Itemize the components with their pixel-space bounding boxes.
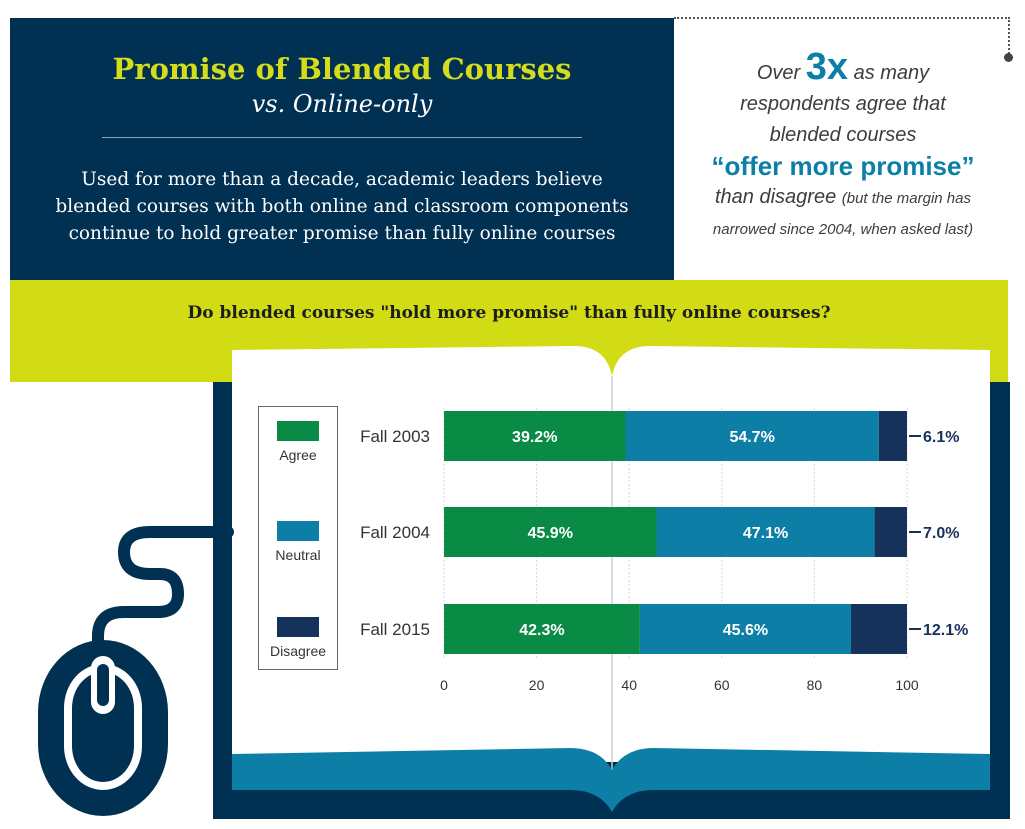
chart-legend: Agree Neutral Disagree [258, 406, 338, 670]
bar-neutral [656, 507, 875, 557]
header-panel [10, 18, 674, 280]
category-label: Fall 2003 [360, 427, 430, 446]
header-description: Used for more than a decade, academic le… [40, 166, 644, 247]
book-cover-bottom [232, 748, 990, 812]
callout-line-3: blended courses [769, 124, 917, 146]
x-tick-label: 20 [529, 677, 545, 693]
mouse-cord [92, 526, 234, 656]
data-label: 45.9% [528, 525, 573, 542]
callout-promise: “offer more promise” [711, 151, 975, 181]
data-label: 7.0% [923, 525, 959, 542]
description-line: Used for more than a decade, academic le… [81, 169, 603, 190]
data-label: 39.2% [512, 429, 557, 446]
data-label: 47.1% [743, 525, 788, 542]
description-line: blended courses with both online and cla… [55, 196, 629, 217]
callout-line-5: than disagree (but the margin has [688, 182, 998, 214]
bar-agree [444, 604, 640, 654]
bar-neutral [639, 604, 851, 654]
callout-as-many: as many [853, 62, 930, 84]
legend-swatch-agree [277, 421, 319, 441]
bar-neutral [625, 411, 879, 461]
callout-note-a: (but the margin has [841, 190, 971, 207]
title-divider [102, 137, 582, 138]
dotted-connector-vertical [1008, 17, 1010, 57]
chart-title: Do blended courses "hold more promise" t… [187, 303, 831, 323]
data-label: 12.1% [923, 622, 968, 639]
dotted-connector [674, 17, 1010, 19]
data-label: 45.6% [723, 622, 768, 639]
data-label: 42.3% [519, 622, 564, 639]
legend-label-neutral: Neutral [275, 547, 321, 563]
bar-disagree [878, 411, 907, 461]
x-tick-label: 80 [807, 677, 823, 693]
bar-disagree [850, 604, 907, 654]
x-tick-label: 40 [621, 677, 637, 693]
legend-label-agree: Agree [279, 447, 317, 463]
x-tick-label: 100 [895, 677, 919, 693]
category-label: Fall 2004 [360, 523, 430, 542]
connector-dot [1004, 53, 1013, 62]
legend-swatch-neutral [277, 521, 319, 541]
legend-label-disagree: Disagree [269, 643, 327, 659]
x-tick-label: 60 [714, 677, 730, 693]
page-subtitle: vs. Online-only [251, 90, 433, 118]
legend-swatch-disagree [277, 617, 319, 637]
category-label: Fall 2015 [360, 620, 430, 639]
callout-text: Over 3x as many respondents agree that b… [688, 48, 998, 245]
x-tick-label: 0 [440, 677, 448, 693]
callout-than: than disagree [714, 186, 837, 208]
bar-agree [444, 507, 657, 557]
description-line: continue to hold greater promise than fu… [68, 223, 616, 244]
callout-line-2: respondents agree that [740, 93, 946, 115]
computer-mouse-icon [38, 640, 168, 816]
callout-over: Over [756, 62, 801, 84]
data-label: 54.7% [729, 429, 774, 446]
data-label: 6.1% [923, 429, 959, 446]
callout-multiplier: 3x [805, 46, 849, 88]
bar-disagree [874, 507, 907, 557]
page-title: Promise of Blended Courses [112, 52, 572, 86]
bar-agree [444, 411, 626, 461]
callout-line-1: Over 3x as many [688, 48, 998, 89]
callout-note-b: narrowed since 2004, when asked last) [712, 221, 974, 238]
